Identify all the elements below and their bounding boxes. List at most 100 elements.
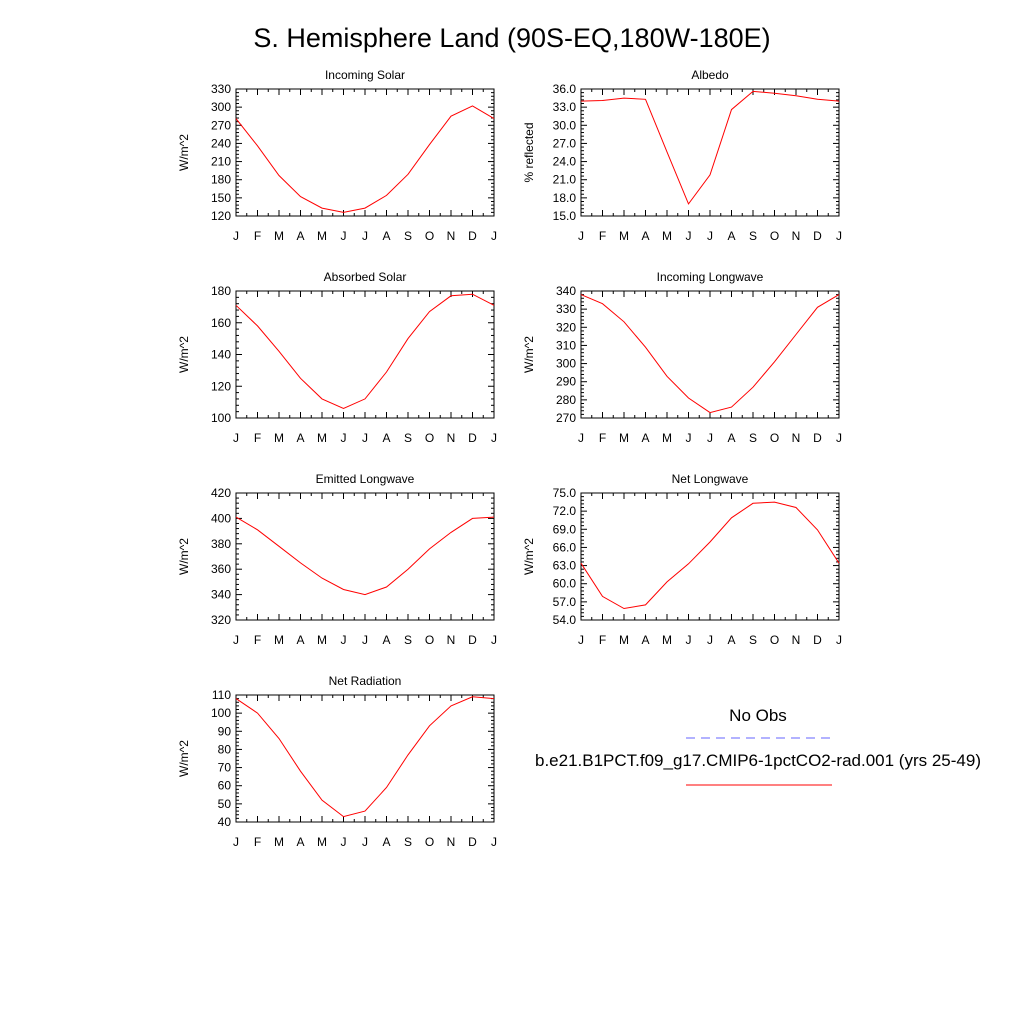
y-tick-label: 320 <box>211 613 231 627</box>
x-tick-label: D <box>468 633 477 647</box>
y-tick-label: 33.0 <box>553 100 577 114</box>
series-line <box>580 90 840 205</box>
x-tick-label: F <box>254 229 261 243</box>
x-tick-label: S <box>404 229 412 243</box>
x-tick-label: F <box>599 229 606 243</box>
x-tick-label: M <box>662 229 672 243</box>
x-tick-label: O <box>425 431 434 445</box>
y-tick-label: 18.0 <box>553 191 577 205</box>
y-tick-label: 300 <box>211 100 231 114</box>
y-tick-label: 100 <box>211 411 231 425</box>
x-tick-label: F <box>254 835 261 849</box>
y-tick-label: 75.0 <box>553 486 577 500</box>
x-tick-label: D <box>468 431 477 445</box>
y-axis-label: W/m^2 <box>177 538 191 575</box>
x-tick-label: N <box>792 229 801 243</box>
y-tick-label: 270 <box>556 411 576 425</box>
x-tick-label: S <box>404 431 412 445</box>
x-tick-label: J <box>233 431 239 445</box>
y-tick-label: 150 <box>211 191 231 205</box>
y-tick-label: 80 <box>218 742 232 756</box>
legend-model-label: b.e21.B1PCT.f09_g17.CMIP6-1pctCO2-rad.00… <box>535 751 981 770</box>
x-tick-label: J <box>836 431 842 445</box>
y-tick-label: 280 <box>556 393 576 407</box>
x-tick-label: J <box>491 835 497 849</box>
y-tick-label: 15.0 <box>553 209 577 223</box>
y-axis-label: W/m^2 <box>522 538 536 575</box>
y-tick-label: 27.0 <box>553 136 577 150</box>
x-tick-label: J <box>233 633 239 647</box>
x-tick-label: J <box>491 431 497 445</box>
y-tick-label: 70 <box>218 761 232 775</box>
y-tick-label: 60 <box>218 779 232 793</box>
y-tick-label: 72.0 <box>553 504 577 518</box>
y-tick-label: 63.0 <box>553 559 577 573</box>
y-axis-label: W/m^2 <box>177 336 191 373</box>
y-tick-label: 330 <box>556 302 576 316</box>
y-tick-label: 120 <box>211 379 231 393</box>
y-tick-label: 310 <box>556 338 576 352</box>
x-tick-label: J <box>707 633 713 647</box>
x-tick-label: J <box>233 835 239 849</box>
y-tick-label: 40 <box>218 815 232 829</box>
legend: No Obs b.e21.B1PCT.f09_g17.CMIP6-1pctCO2… <box>535 706 981 786</box>
panel-title: Emitted Longwave <box>316 472 415 486</box>
x-tick-label: O <box>425 835 434 849</box>
x-tick-label: J <box>233 229 239 243</box>
x-tick-label: J <box>362 229 368 243</box>
panel-title: Net Longwave <box>672 472 749 486</box>
x-tick-label: F <box>254 633 261 647</box>
x-tick-label: M <box>619 229 629 243</box>
x-tick-label: S <box>404 633 412 647</box>
x-tick-label: D <box>468 835 477 849</box>
x-tick-label: J <box>686 229 692 243</box>
x-tick-label: A <box>382 835 390 849</box>
panel-title: Net Radiation <box>329 674 402 688</box>
series-line <box>580 294 840 414</box>
y-tick-label: 340 <box>211 588 231 602</box>
x-tick-label: O <box>425 229 434 243</box>
x-tick-label: J <box>686 633 692 647</box>
y-tick-label: 340 <box>556 284 576 298</box>
x-tick-label: A <box>296 835 304 849</box>
x-tick-label: M <box>619 431 629 445</box>
panel-title: Albedo <box>691 68 729 82</box>
x-tick-label: J <box>491 229 497 243</box>
x-tick-label: M <box>317 633 327 647</box>
x-tick-label: N <box>792 431 801 445</box>
figure-title: S. Hemisphere Land (90S-EQ,180W-180E) <box>253 23 770 53</box>
panel-title: Incoming Longwave <box>657 270 764 284</box>
y-tick-label: 180 <box>211 284 231 298</box>
x-tick-label: J <box>362 431 368 445</box>
y-tick-label: 36.0 <box>553 82 577 96</box>
y-tick-label: 400 <box>211 511 231 525</box>
y-axis-label: W/m^2 <box>522 336 536 373</box>
plot-frame <box>235 88 495 217</box>
x-tick-label: J <box>341 229 347 243</box>
y-tick-label: 140 <box>211 348 231 362</box>
x-tick-label: J <box>686 431 692 445</box>
x-tick-label: A <box>727 633 735 647</box>
x-tick-label: A <box>296 431 304 445</box>
x-tick-label: S <box>749 633 757 647</box>
x-tick-label: J <box>578 229 584 243</box>
x-tick-label: N <box>447 229 456 243</box>
y-tick-label: 54.0 <box>553 613 577 627</box>
x-tick-label: J <box>362 633 368 647</box>
x-tick-label: A <box>641 431 649 445</box>
x-tick-label: M <box>619 633 629 647</box>
plot-frame <box>235 492 495 621</box>
series-line <box>580 501 840 610</box>
y-tick-label: 57.0 <box>553 595 577 609</box>
y-tick-label: 180 <box>211 173 231 187</box>
y-tick-label: 210 <box>211 155 231 169</box>
panel-title: Incoming Solar <box>325 68 405 82</box>
x-tick-label: O <box>770 633 779 647</box>
y-tick-label: 69.0 <box>553 522 577 536</box>
y-tick-label: 160 <box>211 316 231 330</box>
y-tick-label: 24.0 <box>553 155 577 169</box>
x-tick-label: A <box>727 431 735 445</box>
